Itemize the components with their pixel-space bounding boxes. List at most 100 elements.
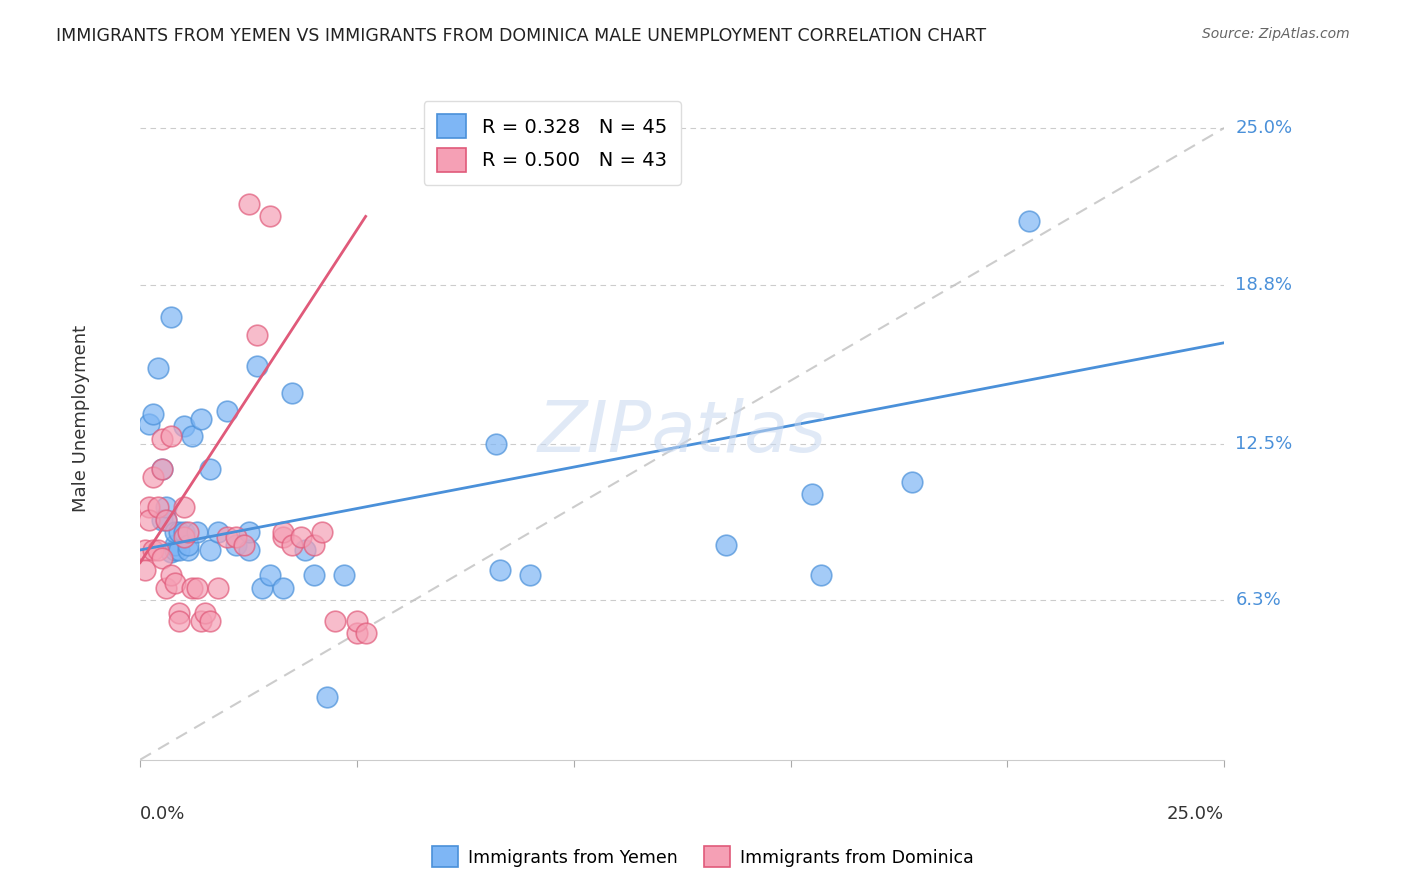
Immigrants from Dominica (155, 513, 177, 527)
Immigrants from Dominica (290, 530, 312, 544)
Immigrants from Dominica (150, 432, 173, 446)
Immigrants from Yemen (1018, 214, 1040, 228)
Immigrants from Yemen (250, 581, 273, 595)
Immigrants from Dominica (271, 525, 294, 540)
Immigrants from Yemen (259, 568, 281, 582)
Text: 12.5%: 12.5% (1236, 434, 1292, 453)
Immigrants from Dominica (134, 563, 156, 577)
Immigrants from Yemen (238, 525, 260, 540)
Immigrants from Yemen (238, 543, 260, 558)
Immigrants from Dominica (198, 614, 221, 628)
Immigrants from Yemen (150, 462, 173, 476)
Immigrants from Dominica (138, 500, 160, 514)
Text: 6.3%: 6.3% (1236, 591, 1281, 609)
Immigrants from Yemen (163, 543, 186, 558)
Immigrants from Dominica (159, 429, 181, 443)
Immigrants from Dominica (159, 568, 181, 582)
Immigrants from Yemen (138, 417, 160, 431)
Immigrants from Yemen (181, 429, 204, 443)
Immigrants from Yemen (155, 500, 177, 514)
Immigrants from Dominica (346, 626, 368, 640)
Immigrants from Dominica (173, 530, 195, 544)
Immigrants from Dominica (181, 581, 204, 595)
Text: IMMIGRANTS FROM YEMEN VS IMMIGRANTS FROM DOMINICA MALE UNEMPLOYMENT CORRELATION : IMMIGRANTS FROM YEMEN VS IMMIGRANTS FROM… (56, 27, 987, 45)
Immigrants from Yemen (302, 568, 325, 582)
Immigrants from Yemen (159, 545, 181, 559)
Immigrants from Yemen (801, 487, 824, 501)
Immigrants from Yemen (198, 543, 221, 558)
Immigrants from Yemen (163, 538, 186, 552)
Immigrants from Yemen (810, 568, 832, 582)
Immigrants from Yemen (714, 538, 737, 552)
Immigrants from Dominica (259, 210, 281, 224)
Immigrants from Yemen (281, 386, 304, 401)
Immigrants from Yemen (485, 437, 508, 451)
Immigrants from Yemen (177, 538, 200, 552)
Immigrants from Yemen (489, 563, 512, 577)
Immigrants from Yemen (190, 411, 212, 425)
Immigrants from Yemen (271, 581, 294, 595)
Immigrants from Dominica (194, 606, 217, 620)
Immigrants from Yemen (246, 359, 269, 373)
Immigrants from Dominica (233, 538, 256, 552)
Text: 25.0%: 25.0% (1236, 119, 1292, 137)
Immigrants from Yemen (198, 462, 221, 476)
Immigrants from Yemen (150, 513, 173, 527)
Text: Male Unemployment: Male Unemployment (72, 325, 90, 512)
Legend: R = 0.328   N = 45, R = 0.500   N = 43: R = 0.328 N = 45, R = 0.500 N = 43 (423, 101, 681, 186)
Immigrants from Yemen (215, 404, 238, 418)
Immigrants from Dominica (167, 614, 190, 628)
Immigrants from Dominica (323, 614, 346, 628)
Immigrants from Dominica (271, 530, 294, 544)
Immigrants from Yemen (167, 543, 190, 558)
Immigrants from Dominica (146, 500, 169, 514)
Immigrants from Yemen (167, 525, 190, 540)
Immigrants from Yemen (142, 407, 165, 421)
Immigrants from Yemen (207, 525, 229, 540)
Immigrants from Yemen (225, 538, 247, 552)
Immigrants from Yemen (155, 513, 177, 527)
Immigrants from Dominica (190, 614, 212, 628)
Immigrants from Yemen (519, 568, 541, 582)
Immigrants from Dominica (215, 530, 238, 544)
Immigrants from Dominica (150, 462, 173, 476)
Immigrants from Yemen (315, 690, 337, 704)
Immigrants from Dominica (354, 626, 377, 640)
Immigrants from Yemen (173, 525, 195, 540)
Immigrants from Yemen (186, 525, 208, 540)
Immigrants from Dominica (167, 606, 190, 620)
Immigrants from Dominica (155, 581, 177, 595)
Legend: Immigrants from Yemen, Immigrants from Dominica: Immigrants from Yemen, Immigrants from D… (425, 839, 981, 874)
Text: 25.0%: 25.0% (1167, 805, 1225, 823)
Immigrants from Dominica (186, 581, 208, 595)
Text: Source: ZipAtlas.com: Source: ZipAtlas.com (1202, 27, 1350, 41)
Immigrants from Dominica (346, 614, 368, 628)
Immigrants from Dominica (142, 543, 165, 558)
Immigrants from Dominica (146, 543, 169, 558)
Immigrants from Dominica (138, 513, 160, 527)
Immigrants from Dominica (134, 543, 156, 558)
Immigrants from Dominica (177, 525, 200, 540)
Immigrants from Dominica (302, 538, 325, 552)
Immigrants from Dominica (173, 500, 195, 514)
Immigrants from Dominica (311, 525, 333, 540)
Immigrants from Yemen (177, 543, 200, 558)
Immigrants from Yemen (901, 475, 924, 489)
Text: 0.0%: 0.0% (141, 805, 186, 823)
Immigrants from Yemen (294, 543, 316, 558)
Immigrants from Dominica (207, 581, 229, 595)
Immigrants from Dominica (163, 575, 186, 590)
Text: ZIPatlas: ZIPatlas (537, 398, 827, 467)
Immigrants from Dominica (238, 196, 260, 211)
Text: 18.8%: 18.8% (1236, 276, 1292, 293)
Immigrants from Yemen (173, 419, 195, 434)
Immigrants from Yemen (333, 568, 356, 582)
Immigrants from Dominica (281, 538, 304, 552)
Immigrants from Yemen (146, 361, 169, 376)
Immigrants from Dominica (150, 550, 173, 565)
Immigrants from Yemen (163, 525, 186, 540)
Immigrants from Yemen (159, 310, 181, 325)
Immigrants from Dominica (225, 530, 247, 544)
Immigrants from Dominica (246, 328, 269, 343)
Immigrants from Dominica (142, 469, 165, 483)
